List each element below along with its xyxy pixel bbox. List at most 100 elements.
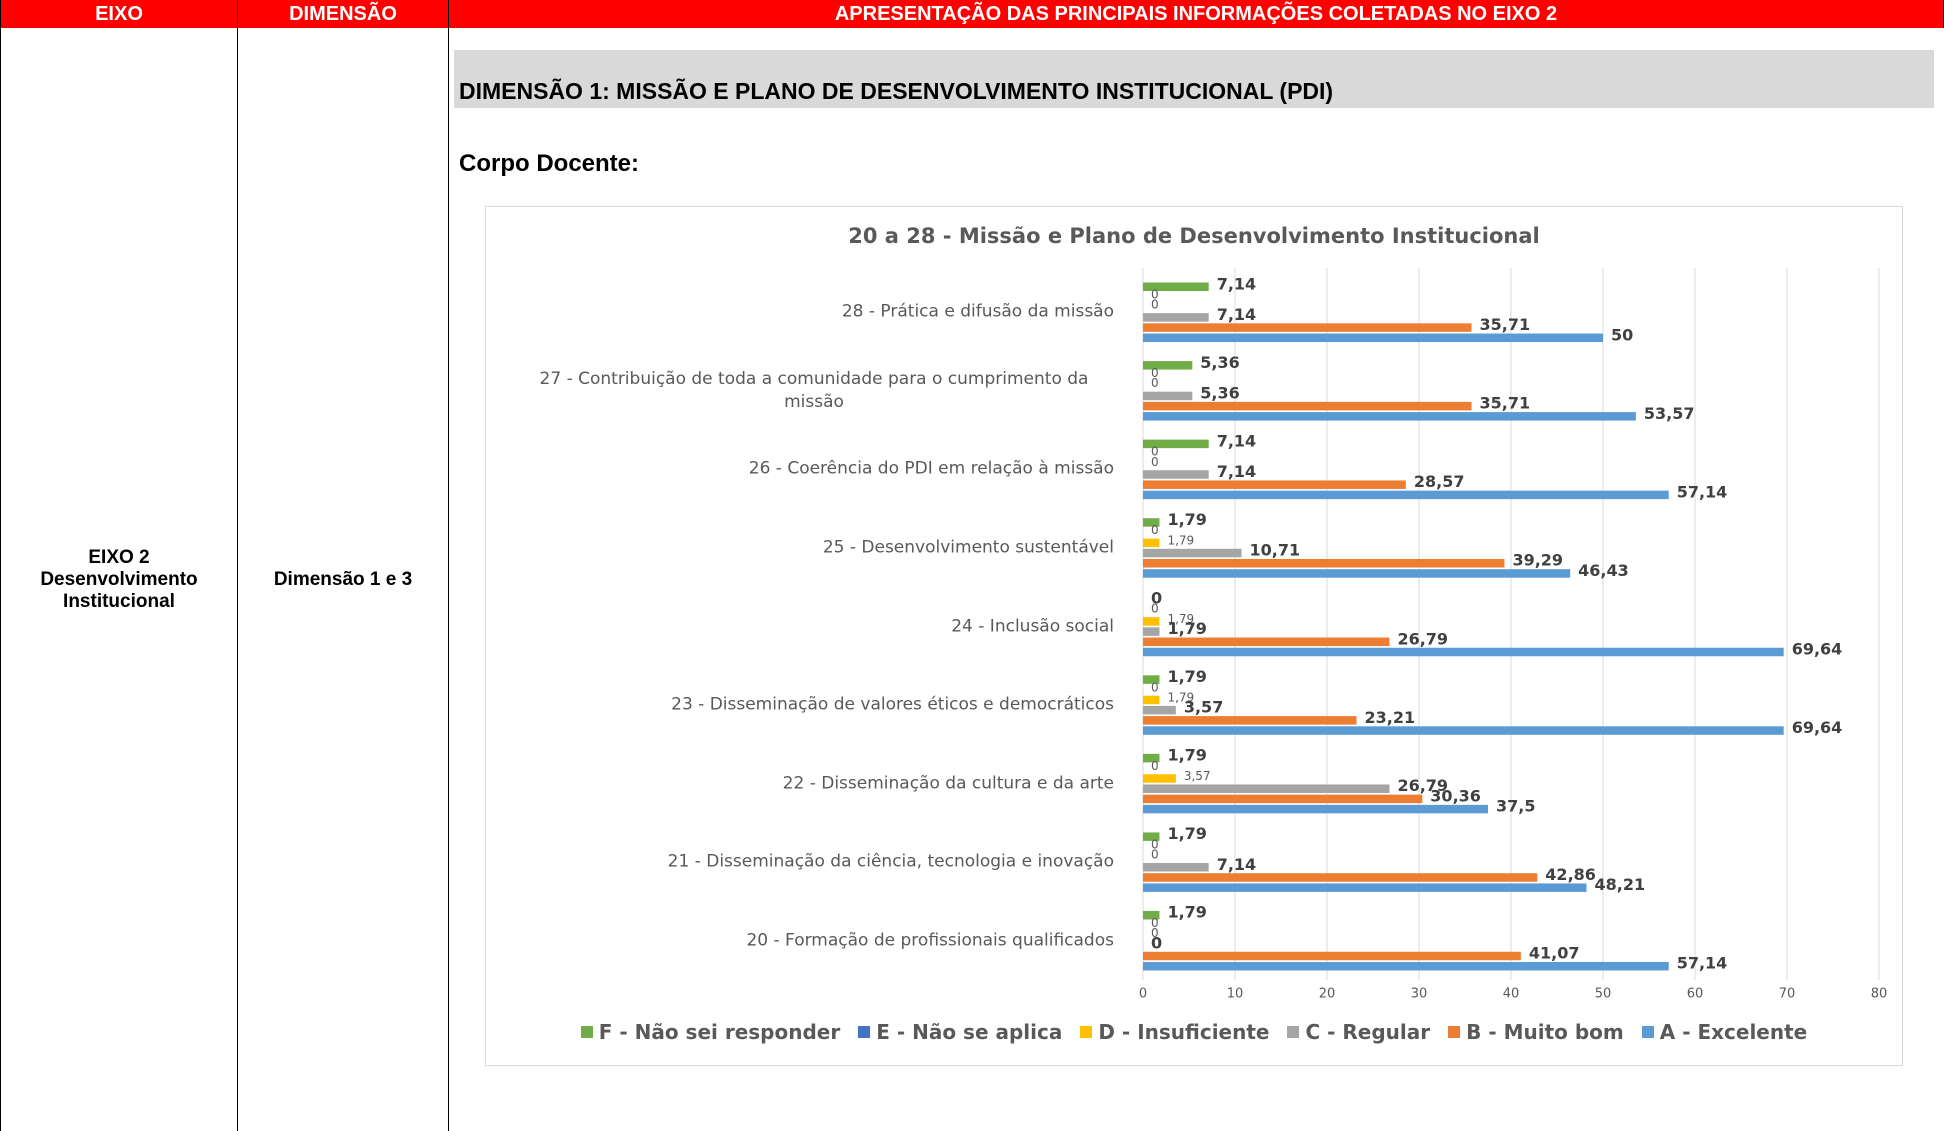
- bar: [1143, 637, 1390, 647]
- bar: [1143, 774, 1176, 783]
- category-text: 27 - Contribuição de toda a comunidade p…: [539, 368, 1089, 412]
- data-label: 0: [1151, 680, 1159, 694]
- data-label: 1,79: [1167, 903, 1206, 922]
- bar: [1143, 804, 1488, 814]
- data-label: 0: [1151, 523, 1159, 537]
- bar: [1143, 794, 1423, 804]
- category-text: 24 - Inclusão social: [951, 616, 1114, 637]
- legend-label: B - Muito bom: [1466, 1020, 1624, 1044]
- x-tick-label: 80: [1871, 987, 1888, 1002]
- data-label: 53,57: [1644, 404, 1695, 423]
- category-label: 25 - Desenvolvimento sustentável: [514, 536, 1114, 559]
- category-text: 22 - Disseminação da cultura e da arte: [782, 773, 1114, 794]
- legend-swatch: [1448, 1026, 1461, 1038]
- subtitle: Corpo Docente:: [459, 150, 639, 177]
- data-label: 0: [1151, 916, 1159, 930]
- data-label: 39,29: [1512, 551, 1563, 570]
- bar: [1143, 412, 1636, 421]
- legend-item: E - Não se aplica: [858, 1020, 1062, 1044]
- bar: [1143, 401, 1472, 411]
- category-label: 22 - Disseminação da cultura e da arte: [514, 772, 1114, 795]
- data-label: 3,57: [1184, 698, 1223, 717]
- data-label: 57,14: [1677, 954, 1728, 973]
- category-text: 20 - Formação de profissionais qualifica…: [746, 930, 1114, 951]
- bar: [1143, 490, 1669, 500]
- data-label: 37,5: [1496, 797, 1535, 816]
- bar: [1143, 470, 1209, 479]
- bar: [1143, 873, 1538, 882]
- bar: [1143, 675, 1160, 684]
- legend-swatch: [580, 1026, 593, 1038]
- legend-swatch: [858, 1026, 871, 1038]
- bar: [1143, 439, 1209, 449]
- dimensao-cell: Dimensão 1 e 3: [238, 28, 449, 1131]
- data-label: 0: [1151, 926, 1159, 940]
- data-label: 1,79: [1167, 619, 1206, 638]
- bar: [1143, 323, 1472, 332]
- legend-swatch: [1641, 1026, 1654, 1038]
- category-text: 21 - Disseminação da ciência, tecnologia…: [667, 851, 1114, 872]
- data-label: 35,71: [1480, 315, 1531, 334]
- data-label: 7,14: [1217, 462, 1256, 481]
- data-label: 0: [1151, 837, 1159, 851]
- bar: [1143, 832, 1160, 841]
- x-tick-label: 70: [1779, 987, 1796, 1002]
- bar: [1143, 883, 1587, 892]
- data-label: 0: [1151, 376, 1159, 390]
- data-label: 0: [1151, 298, 1159, 312]
- bar: [1143, 695, 1160, 705]
- bar: [1143, 705, 1176, 715]
- data-label: 1,79: [1167, 510, 1206, 529]
- bar: [1143, 548, 1242, 558]
- category-text: 28 - Prática e difusão da missão: [841, 301, 1114, 322]
- category-label: 27 - Contribuição de toda a comunidade p…: [514, 368, 1114, 414]
- category-label: 26 - Coerência do PDI em relação à missã…: [514, 458, 1114, 481]
- bar: [1143, 558, 1505, 568]
- data-label: 0: [1151, 589, 1162, 608]
- data-label: 30,36: [1430, 786, 1481, 805]
- x-tick-label: 60: [1687, 987, 1704, 1002]
- bar: [1143, 569, 1571, 578]
- category-text: 23 - Disseminação de valores éticos e de…: [671, 694, 1114, 715]
- bar: [1143, 361, 1193, 370]
- data-label: 3,57: [1184, 769, 1211, 783]
- bar: [1143, 313, 1209, 322]
- bar: [1143, 538, 1160, 548]
- x-tick-label: 10: [1227, 987, 1244, 1002]
- legend-item: F - Não sei responder: [580, 1020, 841, 1044]
- data-label: 1,79: [1167, 690, 1194, 704]
- bar: [1143, 480, 1406, 489]
- chart-title: 20 a 28 - Missão e Plano de Desenvolvime…: [848, 224, 1539, 248]
- legend-swatch: [1287, 1026, 1300, 1038]
- bar: [1143, 951, 1521, 961]
- bar: [1143, 726, 1784, 735]
- data-label: 46,43: [1578, 561, 1629, 580]
- data-label: 7,14: [1217, 855, 1256, 874]
- data-label: 1,79: [1167, 533, 1194, 547]
- data-label: 69,64: [1792, 640, 1843, 659]
- data-label: 10,71: [1250, 541, 1301, 560]
- header-cell: EIXO: [0, 0, 238, 28]
- x-tick-label: 40: [1503, 987, 1520, 1002]
- eixo-cell: EIXO 2 Desenvolvimento Institucional: [0, 28, 238, 1131]
- data-label: 0: [1151, 445, 1159, 459]
- legend-item: B - Muito bom: [1448, 1020, 1624, 1044]
- data-label: 0: [1151, 366, 1159, 380]
- data-label: 0: [1151, 287, 1159, 301]
- category-label: 24 - Inclusão social: [514, 615, 1114, 638]
- legend-label: F - Não sei responder: [598, 1020, 841, 1044]
- data-label: 26,79: [1397, 776, 1448, 795]
- legend-label: A - Excelente: [1659, 1020, 1808, 1044]
- data-label: 50: [1611, 325, 1633, 344]
- category-label: 28 - Prática e difusão da missão: [514, 301, 1114, 324]
- category-label: 21 - Disseminação da ciência, tecnologia…: [514, 851, 1114, 874]
- data-label: 7,14: [1217, 305, 1256, 324]
- bar: [1143, 617, 1160, 626]
- bar: [1143, 961, 1669, 971]
- data-label: 1,79: [1167, 612, 1194, 626]
- bar: [1143, 391, 1193, 401]
- bar: [1143, 627, 1160, 636]
- data-label: 0: [1151, 759, 1159, 773]
